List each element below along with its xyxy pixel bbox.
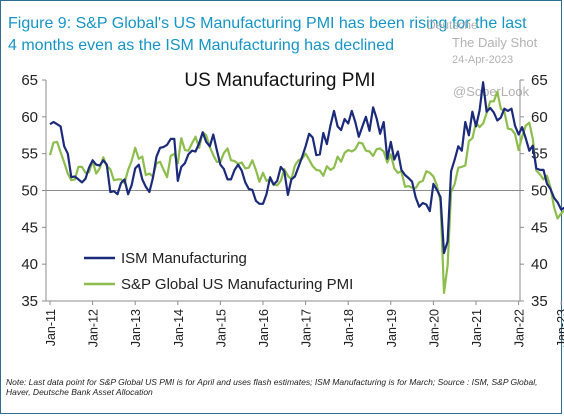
right-y-tick-label: 35: [531, 293, 548, 310]
left-y-tick-label: 55: [21, 146, 38, 163]
legend-label-spg: S&P Global US Manufacturing PMI: [121, 276, 353, 293]
watermark-source: The Daily Shot: [452, 35, 538, 50]
left-y-tick-label: 40: [21, 256, 38, 273]
left-y-tick-label: 45: [21, 219, 38, 236]
x-tick-label: Jan-11: [44, 309, 58, 346]
figure-title: Figure 9: S&P Global's US Manufacturing …: [8, 15, 527, 54]
watermark-date: 24-Apr-2023: [452, 54, 514, 66]
x-tick-label: Jan-15: [214, 309, 228, 347]
legend: ISM Manufacturing S&P Global US Manufact…: [84, 250, 353, 293]
right-y-tick-label: 40: [531, 256, 548, 273]
x-tick-label: Jan-18: [342, 309, 356, 347]
chart-title: US Manufacturing PMI: [184, 70, 375, 91]
x-tick-label: Jan-22: [513, 309, 527, 347]
right-y-tick-label: 60: [531, 109, 548, 126]
x-tick-label: Jan-16: [257, 309, 271, 347]
x-tick-label: Jan-19: [385, 309, 399, 347]
footnote: Note: Last data point for S&P Global US …: [6, 377, 538, 397]
left-y-tick-label: 60: [21, 109, 38, 126]
x-tick-label: Jan-12: [87, 309, 101, 347]
x-tick-label: Jan-23: [555, 309, 564, 347]
x-tick-label: Jan-17: [300, 309, 314, 347]
series-lines: [48, 81, 564, 294]
x-ticks: Jan-11 Jan-12 Jan-13 Jan-14 Jan-15 Jan-16 Jan-…: [44, 301, 564, 347]
left-y-tick-label: 50: [21, 183, 38, 200]
legend-label-ism: ISM Manufacturing: [121, 250, 247, 267]
left-y-tick-label: 65: [21, 72, 38, 89]
right-y-tick-label: 65: [531, 72, 548, 89]
watermark-handle: @SoberLook: [453, 84, 530, 99]
left-y-ticks: 35 40 45 50 55 60 65: [21, 72, 46, 310]
watermark-bank: Deutsche: [427, 18, 478, 32]
right-y-tick-label: 50: [531, 183, 548, 200]
x-tick-label: Jan-21: [470, 309, 484, 347]
x-tick-label: Jan-13: [129, 309, 143, 347]
x-tick-label: Jan-14: [172, 309, 186, 347]
ism-line: [49, 81, 564, 255]
left-y-tick-label: 35: [21, 293, 38, 310]
right-y-tick-label: 45: [531, 219, 548, 236]
x-tick-label: Jan-20: [427, 309, 441, 347]
